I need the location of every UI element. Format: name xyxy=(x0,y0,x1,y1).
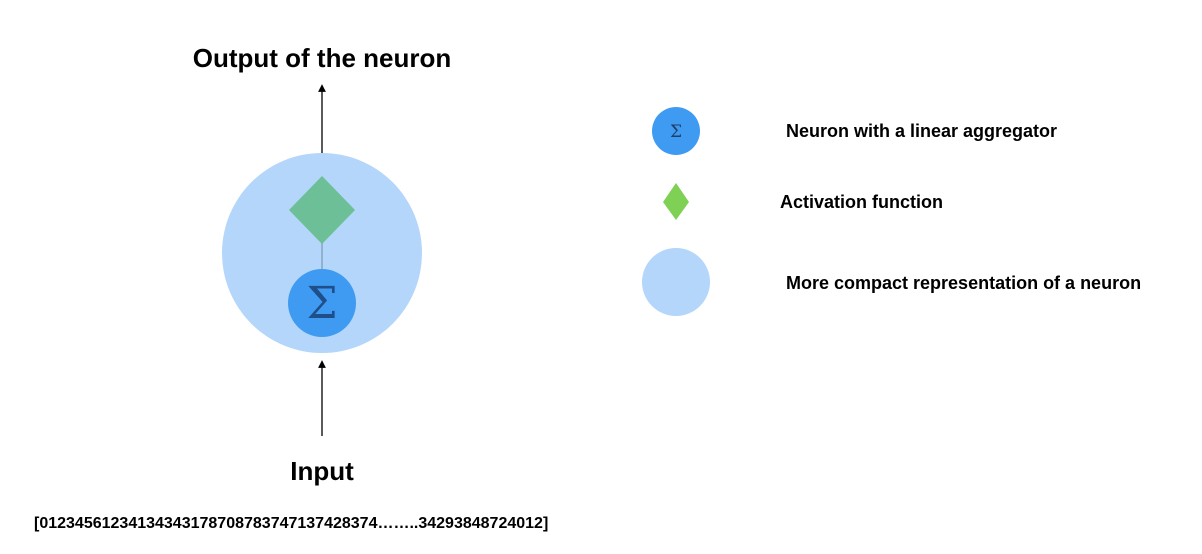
legend: Σ Neuron with a linear aggregator Activa… xyxy=(642,107,1141,316)
legend-compact-circle xyxy=(642,248,710,316)
legend-label-activation: Activation function xyxy=(780,192,943,212)
legend-sigma-icon: Σ xyxy=(670,122,682,142)
legend-activation-diamond xyxy=(663,183,689,220)
output-label: Output of the neuron xyxy=(193,43,452,73)
legend-label-compact: More compact representation of a neuron xyxy=(786,273,1141,293)
aggregator-circle xyxy=(288,269,356,337)
legend-aggregator-circle xyxy=(652,107,700,155)
input-sequence: [01234561234134343178708783747137428374…… xyxy=(34,515,548,532)
sigma-icon: Σ xyxy=(306,278,337,329)
legend-label-aggregator: Neuron with a linear aggregator xyxy=(786,121,1057,141)
input-label: Input xyxy=(290,456,354,486)
activation-diamond xyxy=(289,176,355,244)
